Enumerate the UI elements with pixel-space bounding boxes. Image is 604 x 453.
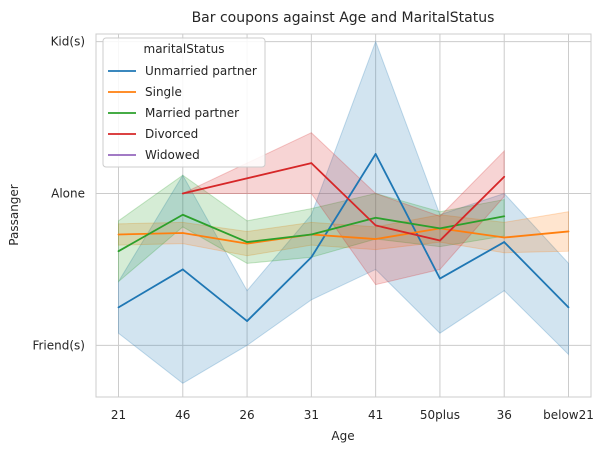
x-tick-label: 36: [497, 408, 512, 422]
x-tick-label: 21: [111, 408, 126, 422]
x-tick-label: 26: [239, 408, 254, 422]
series-line: [118, 227, 569, 245]
legend-box: [102, 37, 266, 168]
data-point: [117, 233, 120, 236]
data-point: [439, 277, 441, 280]
data-point: [310, 256, 313, 259]
legend-label: Married partner: [145, 106, 239, 120]
x-tick-label: 41: [368, 408, 383, 422]
legend-label: Unmarried partner: [145, 64, 257, 78]
data-point: [181, 232, 184, 234]
legend: maritalStatus Unmarried partner Single Mar…: [102, 37, 266, 168]
confidence-band: [118, 40, 569, 384]
y-tick-label: Kid(s): [51, 35, 85, 49]
data-point: [310, 162, 313, 165]
series-lines: [117, 153, 570, 322]
chart-title: Bar coupons against Age and MaritalStatu…: [192, 10, 495, 26]
x-tick-label: 31: [304, 408, 319, 422]
x-axis-label: Age: [331, 429, 354, 443]
legend-items: Unmarried partner Single Married partner Di…: [108, 64, 257, 162]
data-point: [117, 250, 120, 253]
legend-label: Single: [145, 85, 182, 99]
confidence-band: [118, 174, 505, 283]
confidence-band: [118, 211, 569, 257]
y-tick-labels: Friend(s) Alone Kid(s): [32, 35, 85, 353]
y-axis-label: Passanger: [7, 184, 21, 246]
legend-label: Widowed: [145, 148, 200, 162]
x-tick-label: 50plus: [420, 408, 460, 422]
x-tick-label: below21: [543, 408, 594, 422]
data-point: [374, 238, 377, 240]
data-point: [439, 239, 441, 242]
data-point: [310, 233, 313, 236]
data-point: [246, 241, 248, 243]
data-point: [503, 175, 506, 178]
data-point: [246, 242, 248, 245]
data-point: [567, 230, 570, 233]
y-tick-label: Alone: [51, 186, 85, 200]
y-tick-label: Friend(s): [32, 338, 85, 352]
data-point: [503, 236, 506, 239]
legend-label: Divorced: [145, 127, 198, 141]
data-point: [181, 192, 184, 195]
data-point: [439, 227, 441, 230]
data-point: [567, 306, 570, 309]
data-point: [374, 216, 377, 219]
data-point: [246, 320, 248, 322]
x-tick-labels: 21 46 26 31 41 50plus 36 below21: [111, 408, 594, 422]
series-line: [118, 153, 570, 322]
data-point: [117, 306, 120, 309]
x-tick-label: 46: [175, 408, 190, 422]
legend-title: maritalStatus: [144, 42, 225, 56]
data-point: [374, 224, 377, 227]
plot-frame: [95, 33, 592, 398]
data-point: [503, 241, 506, 243]
data-point: [374, 153, 377, 155]
data-point: [181, 213, 184, 216]
data-point: [181, 268, 184, 271]
data-point: [503, 215, 506, 218]
